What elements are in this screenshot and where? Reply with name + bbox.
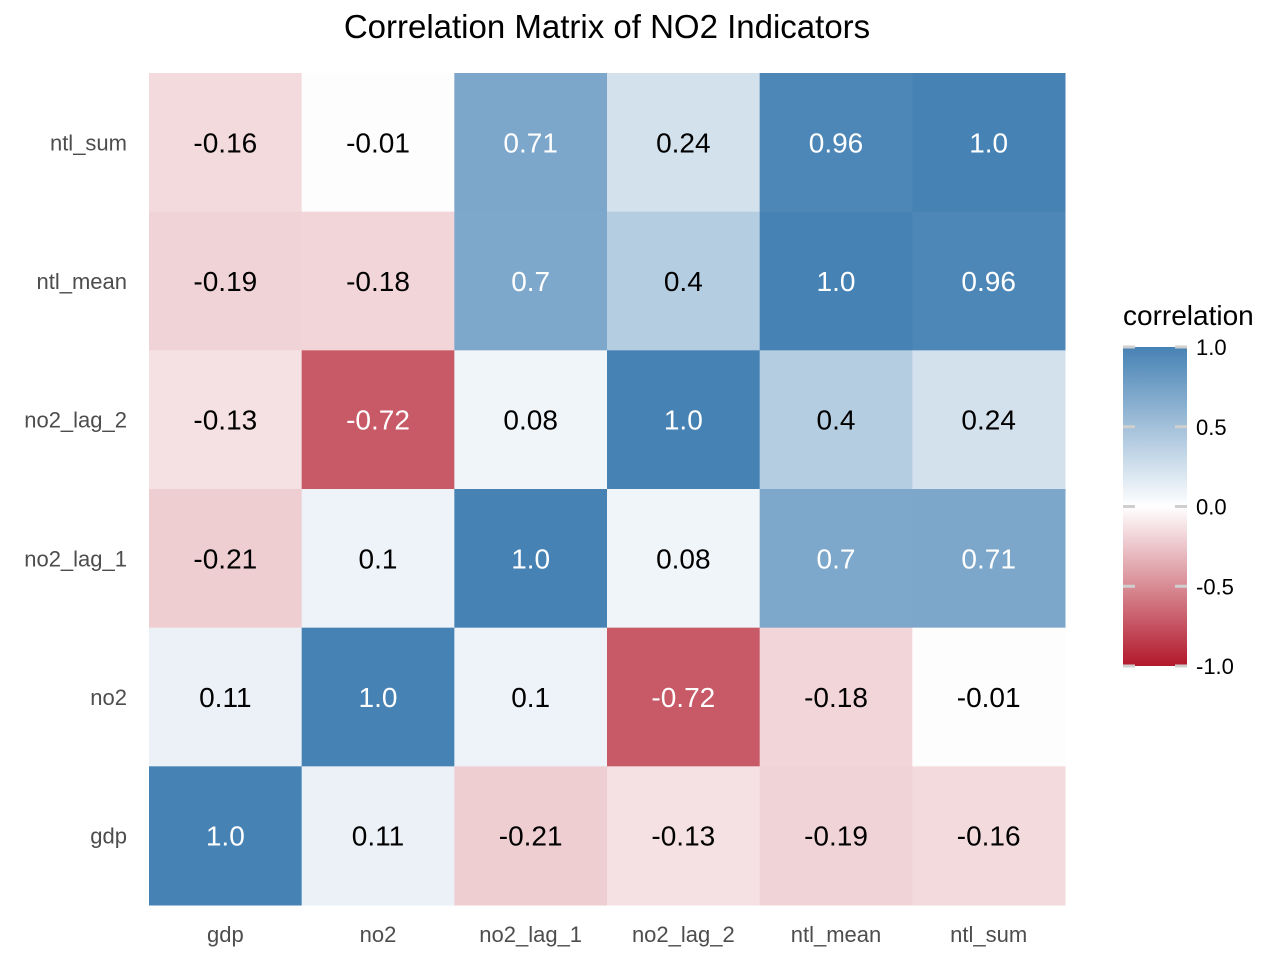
cell-value-label: -0.21 [499,821,563,852]
x-tick-label: ntl_mean [791,922,882,947]
cell-value-label: 0.24 [656,127,711,158]
x-tick-label: ntl_sum [950,922,1027,947]
heatmap-cell-gdp-ntl_mean [759,766,913,906]
cell-value-label: 0.11 [199,682,251,713]
heatmap-cell-ntl_sum-gdp [149,73,303,213]
x-axis-labels: gdp no2 no2_lag_1 no2_lag_2 ntl_mean ntl_sum [207,922,1027,947]
cell-value-label: -0.01 [346,127,410,158]
cell-value-label: 0.7 [511,266,550,297]
cell-value-label: 1.0 [511,543,550,574]
heatmap-cell-ntl_sum-ntl_sum [912,73,1066,213]
heatmap-cell-no2_lag_1-no2_lag_1 [454,489,608,629]
heatmap-cell-gdp-no2 [301,766,455,906]
cell-value-label: -0.72 [346,405,410,436]
cell-value-label: 0.71 [961,543,1016,574]
cell-value-label: -0.01 [957,682,1021,713]
heatmap-cell-no2_lag_1-gdp [149,489,303,629]
heatmap-cell-gdp-gdp [149,766,303,906]
y-tick-label: ntl_mean [36,269,127,294]
y-tick-label: no2_lag_2 [24,408,127,433]
cell-value-label: -0.16 [957,821,1021,852]
cell-value-label: 0.71 [503,127,558,158]
cell-value-label: 1.0 [969,127,1008,158]
cell-value-label: 0.08 [503,405,558,436]
x-tick-label: no2 [360,922,397,947]
cell-value-label: 1.0 [359,682,398,713]
heatmap-cell-no2_lag_1-ntl_mean [759,489,913,629]
cell-value-label: -0.13 [193,405,257,436]
heatmap-cell-no2_lag_2-gdp [149,350,303,490]
x-tick-label: gdp [207,922,244,947]
heatmap-cell-ntl_mean-ntl_mean [759,211,913,351]
cell-value-label: 0.4 [664,266,703,297]
legend-tick-label: 0.0 [1196,495,1227,520]
cell-value-label: -0.19 [804,821,868,852]
heatmap-cell-gdp-no2_lag_2 [607,766,761,906]
chart-title: Correlation Matrix of NO2 Indicators [344,8,870,45]
heatmap-cell-no2-gdp [149,627,303,767]
heatmap-cell-ntl_sum-no2_lag_2 [607,73,761,213]
cell-value-label: -0.16 [193,127,257,158]
heatmap-cell-no2-no2 [301,627,455,767]
y-tick-label: no2_lag_1 [24,546,127,571]
heatmap-cell-no2_lag_1-no2_lag_2 [607,489,761,629]
cell-value-label: 0.1 [511,682,550,713]
heatmap-cell-no2_lag_2-no2_lag_2 [607,350,761,490]
cell-value-label: -0.18 [804,682,868,713]
legend-tick-label: 0.5 [1196,415,1227,440]
cell-value-label: 0.96 [961,266,1016,297]
heatmap-cell-ntl_sum-ntl_mean [759,73,913,213]
cell-value-label: 0.24 [961,405,1016,436]
y-axis-labels: ntl_sum ntl_mean no2_lag_2 no2_lag_1 no2 gdp [24,130,127,848]
cell-value-label: 0.11 [352,821,404,852]
cell-value-label: -0.18 [346,266,410,297]
legend-tick-label: -0.5 [1196,574,1234,599]
heatmap-cell-labels: -0.16 -0.01 0.71 0.24 0.96 1.0 -0.19 -0.18 0.7 0.… [193,127,1020,851]
cell-value-label: 0.96 [809,127,864,158]
heatmap-cell-ntl_sum-no2 [301,73,455,213]
heatmap-cell-gdp-ntl_sum [912,766,1066,906]
cell-value-label: 0.08 [656,543,711,574]
x-tick-label: no2_lag_2 [632,922,735,947]
heatmap-cell-no2_lag_2-ntl_mean [759,350,913,490]
heatmap-cell-no2_lag_2-no2 [301,350,455,490]
heatmap-cells [149,73,1066,906]
cell-value-label: 0.4 [817,405,856,436]
cell-value-label: 0.7 [817,543,856,574]
cell-value-label: 0.1 [359,543,398,574]
heatmap-cell-no2_lag_1-ntl_sum [912,489,1066,629]
cell-value-label: -0.21 [193,543,257,574]
y-tick-label: gdp [90,824,127,849]
legend-tick-label: 1.0 [1196,335,1227,360]
cell-value-label: -0.19 [193,266,257,297]
y-tick-label: no2 [90,685,127,710]
heatmap-cell-no2_lag_1-no2 [301,489,455,629]
heatmap-cell-no2-ntl_mean [759,627,913,767]
heatmap-cell-ntl_mean-no2 [301,211,455,351]
heatmap-cell-no2_lag_2-no2_lag_1 [454,350,608,490]
heatmap-cell-no2-ntl_sum [912,627,1066,767]
heatmap-cell-no2-no2_lag_1 [454,627,608,767]
legend-title: correlation [1123,300,1254,331]
legend-tick-label: -1.0 [1196,654,1234,679]
color-legend: correlation 1.0 0.5 0.0 -0.5 -1.0 [1123,300,1254,679]
x-tick-label: no2_lag_1 [479,922,582,947]
cell-value-label: -0.72 [651,682,715,713]
legend-ticks: 1.0 0.5 0.0 -0.5 -1.0 [1123,335,1234,679]
heatmap-cell-ntl_mean-no2_lag_1 [454,211,608,351]
heatmap-cell-gdp-no2_lag_1 [454,766,608,906]
cell-value-label: -0.13 [651,821,715,852]
heatmap-cell-ntl_mean-gdp [149,211,303,351]
cell-value-label: 1.0 [664,405,703,436]
cell-value-label: 1.0 [206,821,245,852]
heatmap-cell-ntl_sum-no2_lag_1 [454,73,608,213]
heatmap-cell-ntl_mean-no2_lag_2 [607,211,761,351]
heatmap-cell-ntl_mean-ntl_sum [912,211,1066,351]
y-tick-label: ntl_sum [50,130,127,155]
cell-value-label: 1.0 [817,266,856,297]
heatmap-cell-no2-no2_lag_2 [607,627,761,767]
heatmap-cell-no2_lag_2-ntl_sum [912,350,1066,490]
